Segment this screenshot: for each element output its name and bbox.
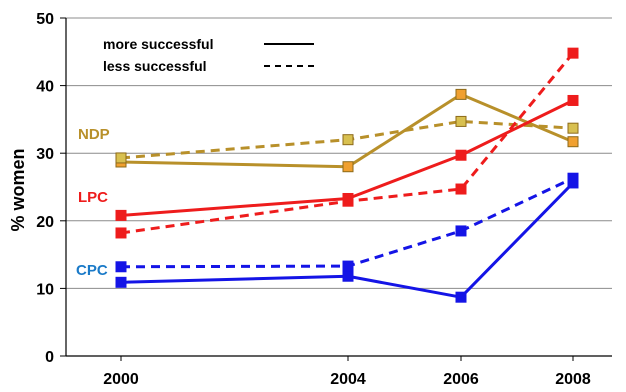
tick-labels: 0 10 20 30 40 50 2000 2004 2006 2008: [36, 11, 591, 388]
x-tick-label-2006: 2006: [443, 371, 479, 387]
series-line-cpc-solid: [120, 181, 575, 299]
y-tick-label-0: 0: [45, 349, 54, 366]
gridlines: [66, 17, 612, 289]
x-tick-label-2000: 2000: [103, 371, 139, 387]
annotation-lpc: LPC: [78, 189, 108, 206]
point-cpc-solid-2004: [342, 270, 354, 282]
point-lpc-solid-2006: [455, 149, 467, 161]
point-ndp-solid-2008: [567, 136, 579, 148]
series-line-cpc-dashed: [120, 176, 574, 269]
point-cpc-dashed-2006: [455, 225, 467, 237]
y-axis-title: % women: [8, 148, 28, 231]
series-line-lpc-solid: [120, 99, 574, 217]
y-tick-label-50: 50: [36, 11, 54, 28]
point-lpc-dashed-2004: [342, 195, 354, 207]
point-lpc-solid-2008: [567, 94, 579, 106]
annotation-ndp: NDP: [78, 126, 110, 143]
series-line-ndp-dashed: [120, 119, 574, 160]
y-tick-label-20: 20: [36, 214, 54, 231]
data-points: [115, 47, 579, 303]
series-annotations: NDP LPC CPC: [76, 126, 110, 279]
point-lpc-solid-2000: [115, 209, 127, 221]
point-ndp-dashed-2000: [115, 152, 127, 164]
axes: [60, 17, 612, 361]
x-tick-label-2004: 2004: [330, 371, 366, 387]
legend-label-dashed: less successful: [103, 58, 207, 74]
y-tick-label-10: 10: [36, 281, 54, 298]
point-lpc-dashed-2000: [115, 227, 127, 239]
point-cpc-solid-2000: [115, 276, 127, 288]
point-cpc-dashed-2008: [567, 172, 579, 184]
series-line-lpc-dashed: [120, 52, 575, 235]
point-lpc-dashed-2008: [567, 47, 579, 59]
y-tick-label-30: 30: [36, 146, 54, 163]
x-tick-label-2008: 2008: [555, 371, 591, 387]
point-ndp-dashed-2006: [455, 115, 467, 127]
legend: more successful less successful: [103, 36, 314, 74]
legend-label-solid: more successful: [103, 36, 214, 52]
point-ndp-solid-2004: [342, 161, 354, 173]
point-ndp-solid-2006: [455, 88, 467, 100]
point-lpc-dashed-2006: [455, 183, 467, 195]
point-ndp-dashed-2008: [567, 122, 579, 134]
annotation-cpc: CPC: [76, 262, 108, 279]
series-line-ndp-solid: [120, 92, 574, 169]
series-lines: [120, 52, 575, 299]
point-cpc-dashed-2004: [342, 260, 354, 272]
point-ndp-dashed-2004: [342, 134, 354, 146]
point-cpc-solid-2006: [455, 291, 467, 303]
y-tick-label-40: 40: [36, 79, 54, 96]
point-cpc-dashed-2000: [115, 261, 127, 273]
